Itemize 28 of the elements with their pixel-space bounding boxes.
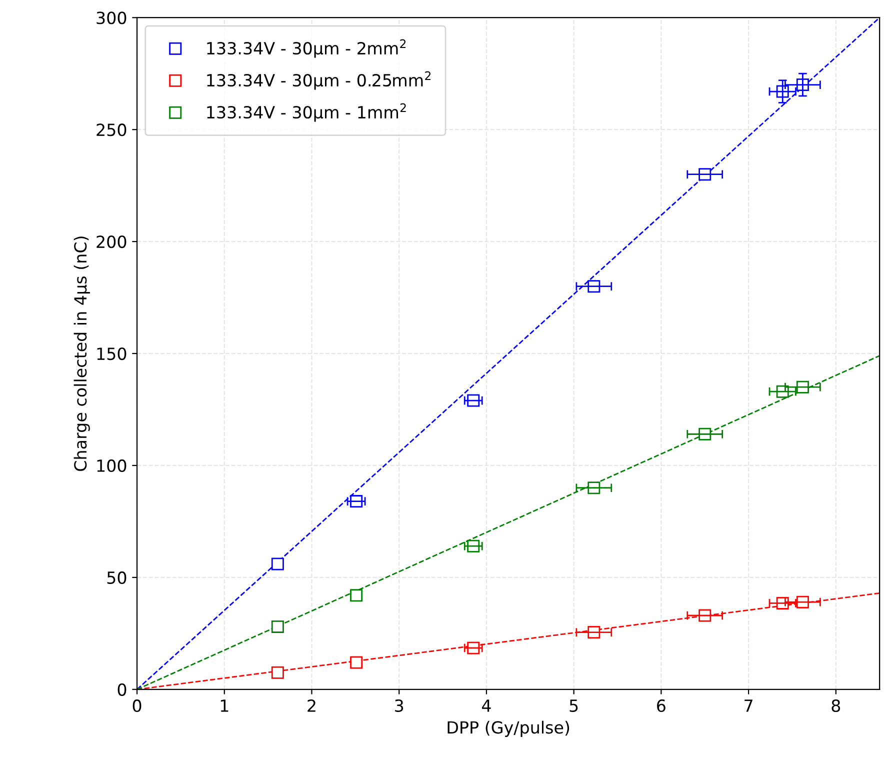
point (271, 666, 284, 679)
y-tick-label: 300 (96, 12, 126, 24)
x-tick-label: 6 (657, 699, 666, 712)
x-tick-label: 2 (308, 699, 316, 712)
x-tick-label: 5 (570, 700, 578, 712)
y-tick-label: 50 (107, 571, 126, 584)
y-tick-label: 100 (97, 459, 126, 472)
x-tick-label: 1 (220, 700, 228, 712)
y-tick-label: 250 (96, 124, 126, 136)
point (350, 589, 363, 602)
x-tick-label: 8 (832, 699, 840, 712)
legend-label: 133.34V - 30μm - 0.25mm$^{2}$ (207, 71, 430, 90)
x-tick-label: 7 (744, 700, 752, 712)
x-tick-label: 4 (482, 700, 491, 712)
y-tick-label: 150 (97, 347, 126, 360)
y-tick-label: 0 (118, 683, 126, 696)
point (350, 656, 363, 669)
point (467, 394, 480, 407)
legend-label: 133.34V - 30μm - 2mm$^{2}$ (207, 39, 406, 58)
point (467, 642, 480, 654)
point (271, 558, 284, 570)
y-axis-title: Charge collected in 4μs (nC) (74, 236, 90, 471)
x-axis-title: DPP (Gy/pulse) (448, 720, 570, 737)
y-tick-label: 200 (96, 236, 126, 248)
legend-label: 133.34V - 30μm - 1mm$^{2}$ (207, 103, 406, 122)
point (271, 620, 284, 633)
x-tick-label: 0 (132, 699, 142, 712)
x-tick-label: 3 (395, 699, 404, 712)
